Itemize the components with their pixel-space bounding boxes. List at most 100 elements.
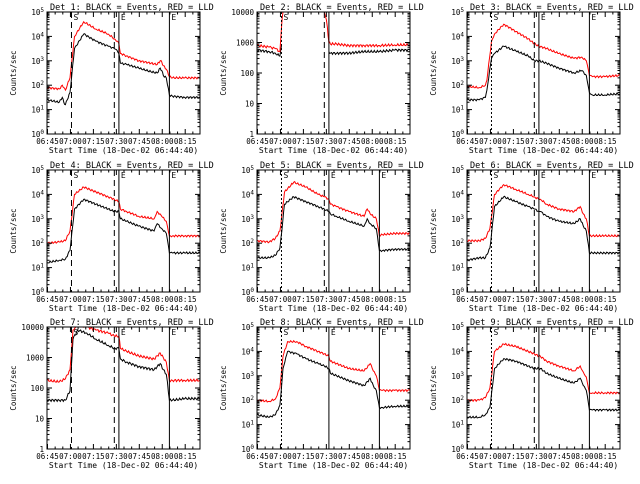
x-tick-label: 07:00 [479,137,502,146]
x-tick-label: 07:30 [105,295,128,304]
time-marker-label: S [283,13,288,22]
x-tick-label: 08:00 [571,452,594,461]
y-axis-label: Counts/sec [429,365,438,410]
x-axis-label: Start Time (18-Dec-02 06:44:40) [49,461,198,470]
time-marker-label: S [283,171,288,180]
y-tick-label: 100 [31,129,44,139]
x-tick-label: 07:00 [269,452,292,461]
y-tick-label: 105 [451,7,464,17]
time-marker-label: S [73,328,78,337]
lld-series-line [466,183,621,243]
chart-title: Det 6: BLACK = Events, RED = LLD [470,161,634,171]
y-tick-label: 1 [249,130,254,139]
y-tick-label: 100 [451,444,464,454]
y-tick-label: 105 [451,322,464,332]
y-tick-label: 104 [451,189,464,199]
lld-series-line [256,339,411,403]
y-axis-label: Counts/sec [219,208,228,253]
y-tick-label: 102 [241,395,254,405]
x-tick-label: 07:45 [548,137,571,146]
plot-frame [46,11,201,135]
y-tick-label: 102 [451,80,464,90]
lld-series-line [466,342,621,403]
y-tick-label: 104 [241,189,254,199]
time-marker-label: E [171,171,176,180]
time-marker-label: E [171,328,176,337]
chart-title: Det 2: BLACK = Events, RED = LLD [260,3,424,13]
x-tick-label: 07:15 [82,137,105,146]
time-marker-label: E [541,13,546,22]
chart-title: Det 1: BLACK = Events, RED = LLD [50,3,214,13]
x-tick-label: 07:15 [502,137,525,146]
time-marker-label: E [381,328,386,337]
y-tick-label: 105 [241,322,254,332]
y-axis-label: Counts/sec [429,50,438,95]
x-tick-label: 07:00 [269,137,292,146]
y-tick-label: 101 [451,420,464,430]
x-tick-label: 07:00 [479,295,502,304]
time-marker-label: S [493,13,498,22]
x-tick-label: 07:30 [315,295,338,304]
y-tick-label: 104 [451,346,464,356]
x-tick-label: 07:00 [269,295,292,304]
y-tick-label: 103 [451,56,464,66]
x-tick-label: 08:00 [361,452,384,461]
x-tick-label: 06:45 [36,452,59,461]
y-tick-label: 104 [31,189,44,199]
time-marker-label: E [541,171,546,180]
x-tick-label: 07:30 [315,137,338,146]
x-tick-label: 07:45 [338,295,361,304]
lld-series-line [46,186,201,245]
y-tick-label: 101 [241,263,254,273]
events-series-line [466,357,621,419]
x-tick-label: 08:15 [384,452,407,461]
x-tick-label: 08:15 [384,137,407,146]
time-marker-label: E [331,171,336,180]
x-tick-label: 07:30 [525,137,548,146]
y-tick-label: 101 [31,263,44,273]
y-tick-label: 104 [451,31,464,41]
x-tick-label: 07:30 [105,137,128,146]
y-tick-label: 105 [31,7,44,17]
y-axis-label: Counts/sec [9,50,18,95]
y-tick-label: 101 [241,420,254,430]
time-marker-label: S [493,328,498,337]
events-series-line [328,48,411,56]
y-tick-label: 103 [31,214,44,224]
events-series-line [466,45,621,102]
x-tick-label: 08:00 [571,137,594,146]
chart-title: Det 7: BLACK = Events, RED = LLD [50,318,214,328]
events-series-line [46,329,201,403]
y-tick-label: 100 [241,287,254,297]
y-tick-label: 10000 [21,323,44,332]
time-marker-label: E [171,13,176,22]
x-tick-label: 07:15 [292,137,315,146]
x-tick-label: 07:00 [479,452,502,461]
x-tick-label: 07:45 [338,137,361,146]
time-marker-label: E [541,328,546,337]
x-axis-label: Start Time (18-Dec-02 06:44:40) [259,146,408,155]
time-marker-label: E [591,328,596,337]
chart-title: Det 8: BLACK = Events, RED = LLD [260,318,424,328]
time-marker-label: E [121,328,126,337]
x-axis-label: Start Time (18-Dec-02 06:44:40) [259,304,408,313]
y-tick-label: 103 [451,371,464,381]
lld-series-line [46,20,201,92]
x-tick-label: 07:15 [292,452,315,461]
x-tick-label: 08:00 [151,295,174,304]
y-axis-label: Counts/sec [219,365,228,410]
x-tick-label: 08:15 [594,295,617,304]
x-tick-label: 07:15 [82,452,105,461]
time-marker-label: E [591,171,596,180]
y-tick-label: 10000 [231,8,254,17]
lld-series-line [466,23,621,89]
x-tick-label: 06:45 [246,295,269,304]
time-marker-label: E [121,171,126,180]
chart-title: Det 3: BLACK = Events, RED = LLD [470,3,634,13]
x-axis-label: Start Time (18-Dec-02 06:44:40) [49,304,198,313]
chart-title: Det 4: BLACK = Events, RED = LLD [50,161,214,171]
